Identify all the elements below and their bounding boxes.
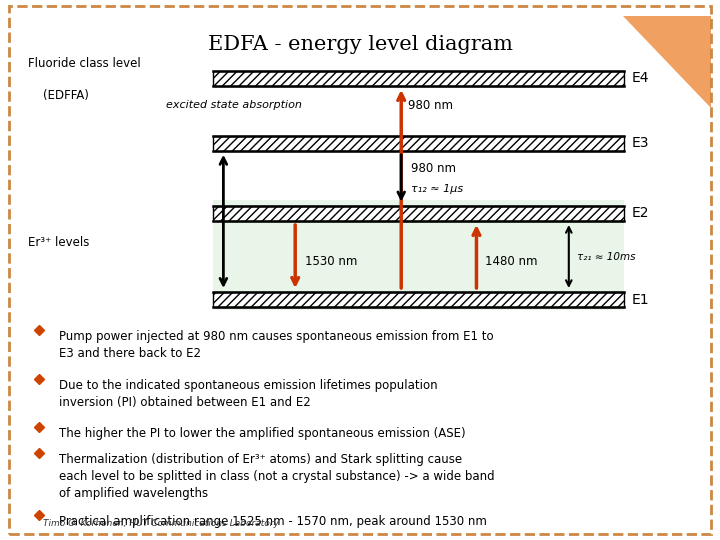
Text: E4: E4 <box>631 71 649 85</box>
Text: Timo O. Korhonen, HUT Communications Laboratory: Timo O. Korhonen, HUT Communications Lab… <box>43 519 279 528</box>
Text: 1530 nm: 1530 nm <box>305 255 358 268</box>
Text: 980 nm: 980 nm <box>408 99 453 112</box>
Bar <box>213 292 624 307</box>
Text: Practical amplification range 1525 nm - 1570 nm, peak around 1530 nm: Practical amplification range 1525 nm - … <box>59 515 487 528</box>
Text: 980 nm: 980 nm <box>412 162 456 176</box>
Text: Thermalization (distribution of Er³⁺ atoms) and Stark splitting cause
each level: Thermalization (distribution of Er³⁺ ato… <box>59 453 495 500</box>
Bar <box>213 136 624 151</box>
Text: The higher the PI to lower the amplified spontaneous emission (ASE): The higher the PI to lower the amplified… <box>59 427 466 440</box>
Text: E3: E3 <box>631 136 649 150</box>
Text: τ₂₁ ≈ 10ms: τ₂₁ ≈ 10ms <box>577 252 636 261</box>
Text: Er³⁺ levels: Er³⁺ levels <box>29 237 90 249</box>
Text: EDFA - energy level diagram: EDFA - energy level diagram <box>207 35 513 54</box>
Bar <box>213 200 624 310</box>
Bar <box>213 71 624 86</box>
Text: E2: E2 <box>631 206 649 220</box>
Bar <box>213 206 624 221</box>
Text: Due to the indicated spontaneous emission lifetimes population
inversion (PI) ob: Due to the indicated spontaneous emissio… <box>59 380 438 409</box>
Text: excited state absorption: excited state absorption <box>166 100 302 110</box>
Text: τ₁₂ ≈ 1μs: τ₁₂ ≈ 1μs <box>412 184 464 194</box>
Text: 1480 nm: 1480 nm <box>485 255 537 268</box>
Text: E1: E1 <box>631 293 649 307</box>
Text: Fluoride class level: Fluoride class level <box>29 57 141 70</box>
Text: Pump power injected at 980 nm causes spontaneous emission from E1 to
E3 and ther: Pump power injected at 980 nm causes spo… <box>59 330 494 360</box>
Text: (EDFFA): (EDFFA) <box>29 89 89 102</box>
